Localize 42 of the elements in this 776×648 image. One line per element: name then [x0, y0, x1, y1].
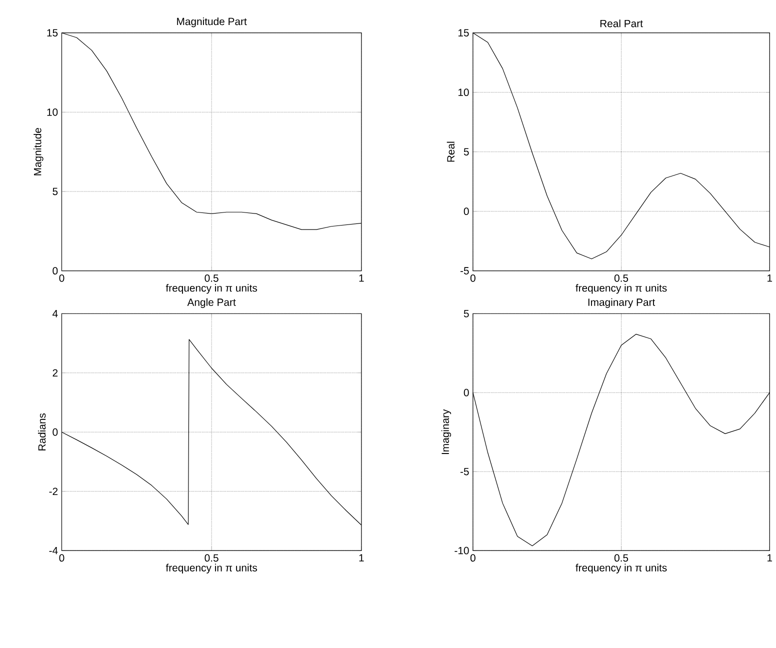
y-axis-title: Magnitude — [34, 128, 44, 176]
y-tick-label: -5 — [460, 267, 469, 274]
x-tick-label: 0 — [59, 554, 64, 562]
y-tick-label: 0 — [52, 428, 58, 436]
x-tick-label: 1 — [768, 554, 772, 562]
y-tick-label: 5 — [52, 188, 58, 196]
x-axis-title: frequency in π units — [576, 284, 667, 294]
y-tick-label: 15 — [458, 29, 469, 36]
x-tick-label: 0 — [470, 554, 476, 562]
x-axis-title: frequency in π units — [576, 564, 667, 574]
x-tick-label: 0.5 — [614, 554, 628, 562]
y-tick-label: 5 — [464, 148, 469, 156]
y-tick-label: -5 — [460, 468, 469, 476]
y-axis-title: Radians — [38, 413, 46, 450]
x-axis-title: frequency in π units — [166, 564, 258, 574]
y-tick-label: 4 — [52, 310, 58, 318]
y-tick-label: 10 — [47, 108, 58, 116]
x-tick-label: 1 — [359, 554, 364, 562]
y-axis-title: Imaginary — [441, 409, 452, 454]
y-tick-label: -4 — [49, 546, 58, 554]
x-axis-title: frequency in π units — [166, 284, 258, 294]
x-tick-label: 0.5 — [204, 274, 218, 282]
chart-title: Real Part — [600, 19, 643, 28]
y-tick-label: 0 — [464, 208, 469, 215]
x-tick-label: 0 — [59, 274, 64, 282]
y-tick-label: 5 — [464, 310, 469, 318]
y-tick-label: 0 — [52, 267, 58, 274]
y-tick-label: -10 — [454, 546, 469, 554]
y-tick-label: 2 — [52, 369, 58, 376]
x-tick-label: 1 — [359, 274, 364, 282]
y-axis-title: Real — [446, 142, 455, 162]
y-tick-label: 0 — [464, 388, 469, 396]
chart-title: Imaginary Part — [588, 298, 656, 308]
x-tick-label: 1 — [768, 274, 772, 282]
y-tick-label: 15 — [47, 29, 58, 36]
y-tick-label: 10 — [458, 88, 469, 96]
chart-title: Magnitude Part — [177, 17, 247, 28]
x-tick-label: 0 — [470, 274, 476, 282]
x-tick-label: 0.5 — [204, 554, 218, 562]
y-tick-label: -2 — [49, 488, 58, 495]
x-tick-label: 0.5 — [614, 274, 628, 282]
chart-title: Angle Part — [187, 298, 236, 308]
